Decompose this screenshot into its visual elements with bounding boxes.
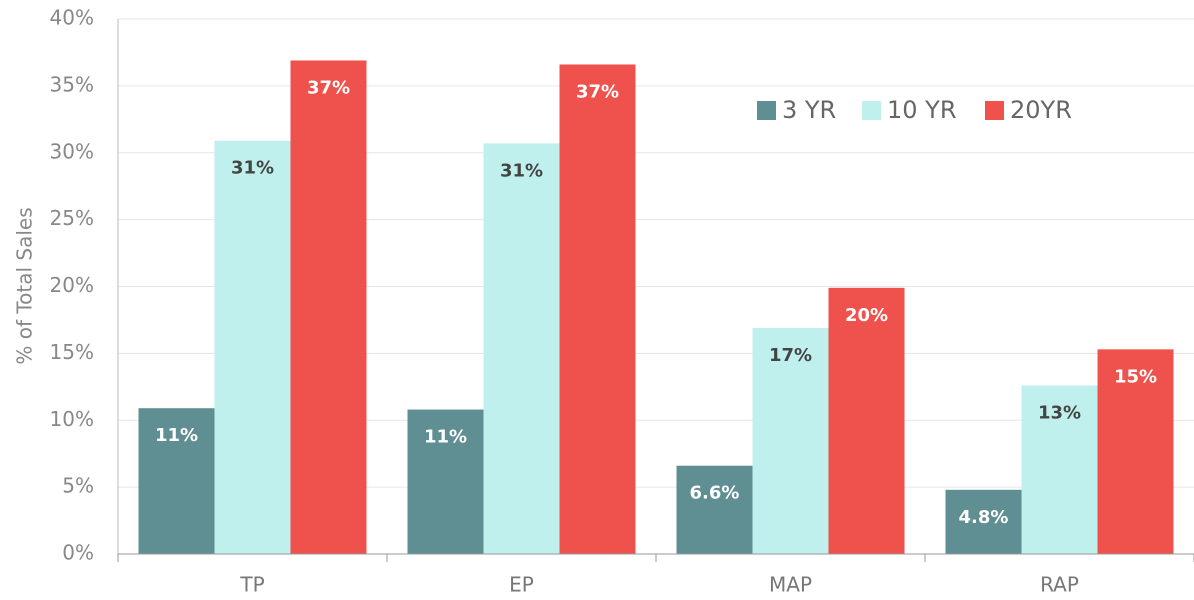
x-tick-label: MAP [769, 573, 812, 597]
bar [828, 287, 905, 554]
bar [483, 143, 560, 554]
y-tick-label: 25% [50, 206, 94, 230]
legend-swatch [862, 101, 881, 120]
x-tick-label: RAP [1040, 573, 1079, 597]
legend-label: 20YR [1010, 96, 1072, 124]
legend-swatch [985, 101, 1004, 120]
bar [407, 409, 484, 554]
x-tick-label: TP [239, 573, 264, 597]
bar [559, 64, 636, 554]
bar [214, 140, 291, 554]
data-label: 11% [155, 425, 198, 446]
legend-label: 10 YR [887, 96, 957, 124]
data-label: 6.6% [690, 483, 740, 504]
legend-label: 3 YR [782, 96, 836, 124]
data-label: 37% [307, 77, 350, 98]
data-label: 11% [424, 427, 467, 448]
bar [676, 465, 753, 554]
y-axis-label: % of Total Sales [13, 207, 37, 364]
bar [1021, 385, 1098, 554]
y-tick-label: 20% [50, 273, 94, 297]
y-tick-label: 40% [50, 6, 94, 30]
y-tick-label: 35% [50, 72, 94, 96]
bar [945, 489, 1022, 554]
data-label: 20% [845, 305, 888, 326]
legend-swatch [757, 101, 776, 120]
data-label: 37% [576, 81, 619, 102]
x-tick-label: EP [509, 573, 534, 597]
data-label: 31% [231, 158, 274, 179]
y-tick-label: 10% [50, 407, 94, 431]
y-tick-label: 0% [62, 541, 94, 565]
bar [290, 60, 367, 555]
bar [752, 327, 829, 554]
data-label: 4.8% [959, 507, 1009, 528]
bar [1097, 349, 1174, 554]
data-label: 17% [769, 345, 812, 366]
data-label: 31% [500, 160, 543, 181]
data-label: 15% [1114, 366, 1157, 387]
y-tick-label: 15% [50, 340, 94, 364]
data-label: 13% [1038, 402, 1081, 423]
y-tick-label: 5% [62, 474, 94, 498]
bar [138, 408, 215, 554]
y-tick-label: 30% [50, 139, 94, 163]
